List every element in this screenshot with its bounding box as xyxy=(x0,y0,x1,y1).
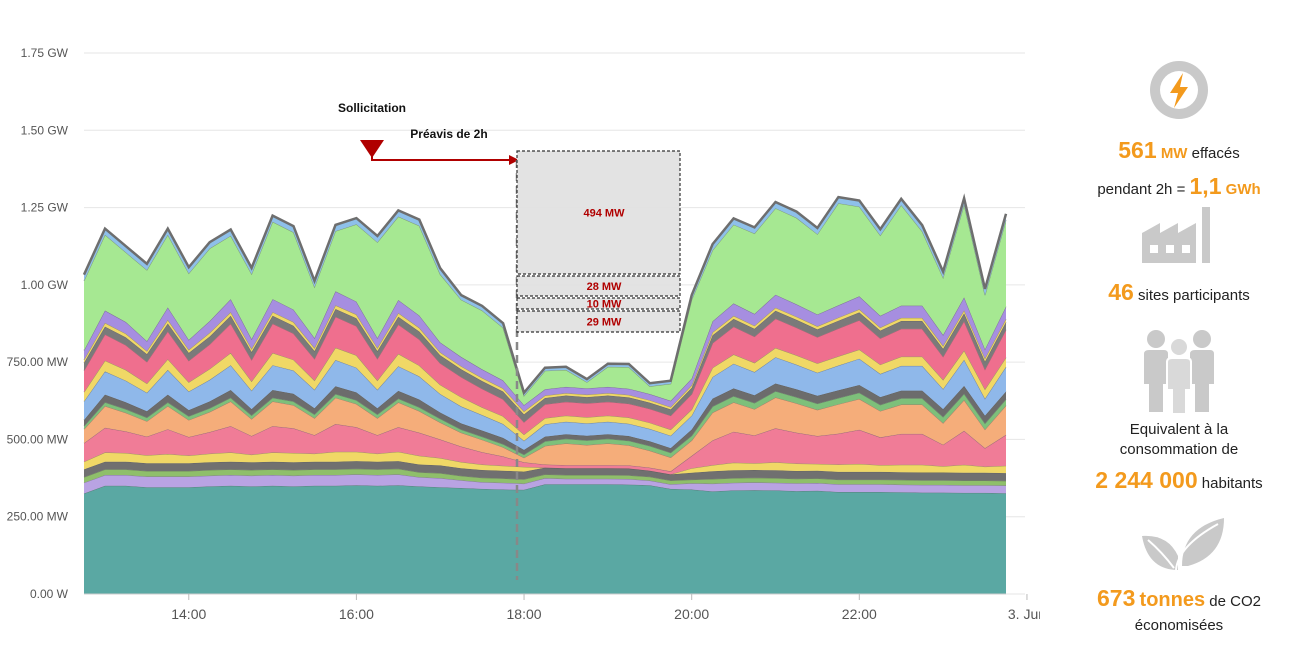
effacement-box-1 xyxy=(516,275,681,297)
stat-sites: 46 sites participants xyxy=(1060,277,1298,308)
stats-panel: 561 MW effacés pendant 2h = 1,1 GWh 46 s… xyxy=(1060,0,1298,667)
effaces-text: effacés xyxy=(1191,145,1240,162)
area-series-11 xyxy=(84,316,1006,435)
area-series-16 xyxy=(84,197,1006,396)
area-series-0 xyxy=(84,484,1006,594)
area-series-5 xyxy=(84,424,1006,475)
y-tick-label: 1.25 GW xyxy=(21,201,69,215)
y-tick-label: 750.00 MW xyxy=(7,355,69,369)
x-tick-label: 22:00 xyxy=(842,606,877,622)
y-tick-label: 0.00 W xyxy=(30,587,69,601)
effacement-box-label: 10 MW xyxy=(587,299,622,311)
effacement-box-0 xyxy=(516,150,681,275)
x-tick-label: 18:00 xyxy=(507,606,542,622)
sollicitation-marker xyxy=(360,140,384,158)
sites-value: 46 xyxy=(1108,279,1134,305)
preavis-arrow-head xyxy=(509,155,519,165)
stacked-area-chart: 0.00 W 250.00 MW 500.00 MW 750.00 MW 1.00 GW… xyxy=(7,46,1040,622)
pendant-duration: 2h = xyxy=(1155,181,1186,198)
y-tick-label: 500.00 MW xyxy=(7,432,69,446)
stat-equivalent: Equivalent à la consommation de xyxy=(1060,420,1298,461)
effaces-unit: MW xyxy=(1160,145,1188,162)
energy-unit: GWh xyxy=(1225,181,1261,198)
x-tick-label: 20:00 xyxy=(674,606,709,622)
area-series-6 xyxy=(84,397,1006,472)
effacement-box-label: 494 MW xyxy=(584,208,626,220)
equiv-line1: Equivalent à la xyxy=(1129,421,1229,438)
area-series-3 xyxy=(84,461,1006,481)
annotation-sollicitation: Sollicitation xyxy=(338,101,406,115)
habitants-text: habitants xyxy=(1201,475,1263,492)
chart-annotations: Sollicitation Préavis de 2h 494 MW 28 MW 10 … xyxy=(338,101,681,580)
energy-value: 1,1 xyxy=(1189,173,1222,199)
equiv-line2: consommation de xyxy=(1119,441,1239,459)
annotation-preavis: Préavis de 2h xyxy=(410,127,487,141)
effacement-box-3 xyxy=(516,310,681,333)
leaf-icon xyxy=(1142,518,1224,571)
effacement-box-label: 28 MW xyxy=(587,281,622,293)
effacement-box-label: 29 MW xyxy=(587,317,622,329)
x-tick-label: 3. Jun xyxy=(1008,606,1040,622)
area-edge-16 xyxy=(82,193,1008,396)
area-series-12 xyxy=(84,309,1006,423)
chart-areas xyxy=(82,193,1008,594)
x-tick-label: 14:00 xyxy=(171,606,206,622)
lightning-icon xyxy=(1150,61,1208,119)
co2-value: 673 xyxy=(1097,585,1136,611)
co2-line2: économisées xyxy=(1134,617,1224,634)
effacement-box-2 xyxy=(516,297,681,310)
co2-text: de CO2 xyxy=(1209,593,1261,610)
stat-habitants: 2 244 000 habitants xyxy=(1060,465,1298,496)
stat-energy: pendant 2h = 1,1 GWh xyxy=(1060,171,1298,202)
x-tick-label: 16:00 xyxy=(339,606,374,622)
area-series-1 xyxy=(84,474,1006,494)
effaces-value: 561 xyxy=(1118,137,1157,163)
pendant-text: pendant xyxy=(1097,181,1152,198)
area-series-15 xyxy=(84,203,1006,406)
stat-co2: 673 tonnes de CO2 xyxy=(1060,583,1298,614)
area-series-4 xyxy=(84,451,1006,475)
people-icon xyxy=(1144,330,1214,414)
y-tick-label: 1.75 GW xyxy=(21,46,69,60)
y-tick-label: 250.00 MW xyxy=(7,510,69,524)
x-axis-ticks: 14:00 16:00 18:00 20:00 22:00 3. Jun xyxy=(84,593,1040,622)
area-series-2 xyxy=(84,468,1006,486)
habitants-value: 2 244 000 xyxy=(1095,467,1198,493)
y-tick-label: 1.00 GW xyxy=(21,278,69,292)
preavis-arrow-line xyxy=(371,156,510,161)
y-axis-ticks: 0.00 W 250.00 MW 500.00 MW 750.00 MW 1.00 GW… xyxy=(7,46,69,601)
factory-icon xyxy=(1142,207,1210,263)
co2-unit: tonnes xyxy=(1139,589,1206,611)
sites-text: sites participants xyxy=(1138,287,1250,304)
y-tick-label: 1.50 GW xyxy=(21,123,69,137)
area-series-9 xyxy=(84,357,1006,450)
stat-co2-line2: économisées xyxy=(1060,616,1298,636)
stat-effaces: 561 MW effacés xyxy=(1060,135,1298,166)
area-series-7 xyxy=(84,391,1006,458)
